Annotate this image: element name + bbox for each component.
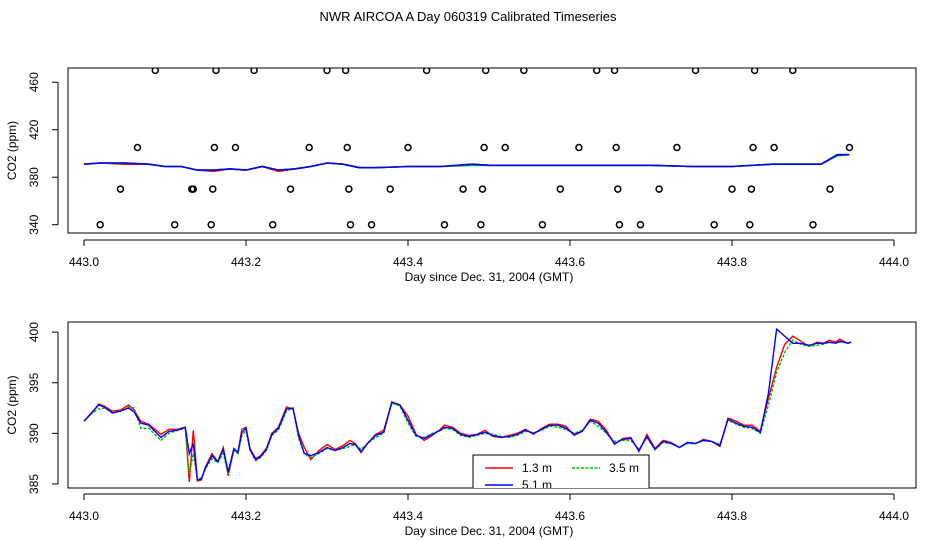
calibration-point	[615, 220, 624, 229]
calibration-point	[749, 143, 757, 152]
x-tick-label: 443.8	[717, 509, 747, 523]
calibration-point	[116, 185, 125, 193]
plot-area	[83, 327, 852, 482]
calibration-point	[346, 220, 355, 229]
calibration-point	[746, 220, 754, 229]
legend: 1.3 m 3.5 m 5.1 m	[472, 454, 650, 492]
y-axis-title: CO2 (ppm)	[5, 121, 19, 180]
x-tick-label: 443.4	[393, 509, 423, 523]
calibration-point	[710, 220, 718, 229]
calibration-point	[422, 68, 431, 75]
calibration-point	[151, 68, 160, 75]
legend-label: 3.5 m	[609, 461, 639, 475]
calibration-point	[209, 185, 217, 193]
calibration-point	[189, 185, 198, 193]
x-tick-label: 443.0	[69, 509, 99, 523]
x-tick-label: 443.8	[717, 255, 747, 269]
calibration-point	[809, 220, 817, 229]
calibration-point	[480, 143, 488, 152]
x-tick-label: 443.2	[231, 509, 261, 523]
y-tick-label: 390	[27, 423, 41, 443]
y-tick-label: 420	[27, 119, 41, 139]
y-axis-title: CO2 (ppm)	[5, 375, 19, 434]
calibration-point	[592, 68, 601, 75]
calibration-point	[231, 143, 240, 152]
legend-box	[472, 454, 650, 488]
figure-title: NWR AIRCOA A Day 060319 Calibrated Times…	[319, 9, 617, 24]
calibration-point	[610, 68, 619, 75]
x-tick-label: 443.6	[555, 255, 585, 269]
calibration-point	[750, 68, 759, 75]
series-line-3-5-m	[83, 153, 850, 171]
y-tick-label: 380	[27, 167, 41, 187]
calibration-point	[323, 68, 331, 75]
y-tick-label: 340	[27, 214, 41, 234]
calibration-point	[250, 68, 258, 75]
calibration-point	[538, 220, 547, 229]
plot-frame	[67, 67, 917, 234]
calibration-point	[343, 143, 351, 152]
calibration-point	[345, 185, 353, 193]
calibration-point	[612, 143, 620, 152]
calibration-point	[728, 185, 736, 193]
calibration-point	[268, 220, 277, 229]
calibration-point	[845, 143, 854, 152]
calibration-point	[459, 185, 467, 193]
panel-bottom: 1.3 m 3.5 m 5.1 m	[52, 321, 917, 500]
x-tick-label: 443.4	[393, 255, 423, 269]
calibration-point	[207, 220, 215, 229]
series-line-3-5-m	[83, 339, 852, 480]
calibration-point	[386, 185, 394, 193]
calibration-point	[673, 143, 681, 152]
legend-label: 1.3 m	[522, 461, 552, 475]
calibration-point	[212, 68, 220, 75]
calibration-point	[556, 185, 565, 193]
calibration-point	[614, 185, 622, 193]
y-tick-label: 395	[27, 372, 41, 392]
calibration-point	[367, 220, 376, 229]
calibration-point	[636, 220, 645, 229]
x-axis-title: Day since Dec. 31, 2004 (GMT)	[405, 524, 574, 538]
series-line-1-3-m	[83, 153, 850, 173]
calibration-point	[482, 68, 490, 75]
calibration-point	[770, 143, 778, 152]
calibration-point	[305, 143, 313, 152]
calibration-point	[575, 143, 583, 152]
calibration-point	[520, 68, 528, 75]
calibration-point	[691, 68, 700, 75]
calibration-point	[747, 185, 756, 193]
calibration-point	[170, 220, 179, 229]
x-tick-label: 444.0	[879, 255, 909, 269]
series-line-5-1-m	[83, 327, 852, 481]
calibration-point	[96, 220, 104, 229]
x-tick-label: 443.0	[69, 255, 99, 269]
plot-area	[83, 68, 854, 229]
calibration-point	[789, 68, 797, 75]
calibration-point	[341, 68, 350, 75]
x-tick-label: 443.2	[231, 255, 261, 269]
calibration-point	[655, 185, 663, 193]
calibration-point	[404, 143, 412, 152]
y-tick-label: 400	[27, 322, 41, 342]
calibration-point	[286, 185, 295, 193]
y-tick-label: 460	[27, 72, 41, 92]
series-line-1-3-m	[83, 335, 852, 482]
legend-label: 5.1 m	[522, 478, 552, 492]
calibration-point	[477, 220, 485, 229]
calibration-point	[133, 143, 142, 152]
y-tick-label: 385	[27, 474, 41, 494]
calibration-point	[501, 143, 509, 152]
panel-top	[52, 67, 917, 246]
calibration-point	[210, 143, 219, 152]
calibration-point	[478, 185, 487, 193]
calibration-point	[826, 185, 834, 193]
calibration-point	[440, 220, 449, 229]
series-line-5-1-m	[83, 153, 850, 171]
x-axis-title: Day since Dec. 31, 2004 (GMT)	[405, 270, 574, 284]
x-tick-label: 444.0	[879, 509, 909, 523]
x-tick-label: 443.6	[555, 509, 585, 523]
